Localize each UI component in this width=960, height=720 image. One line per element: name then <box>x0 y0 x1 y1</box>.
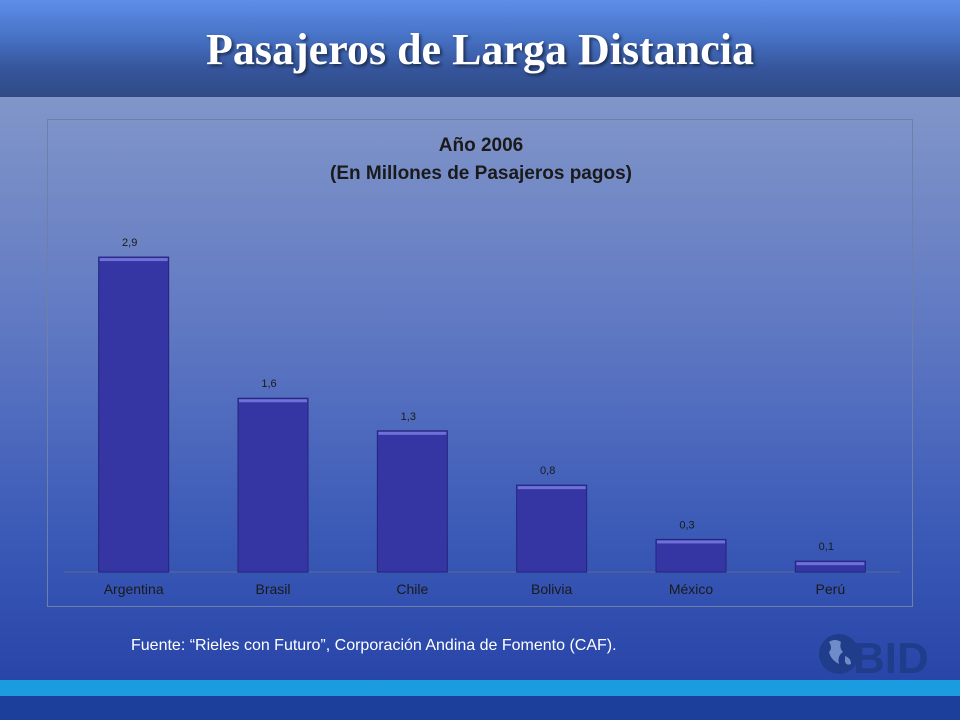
bar-chart: Año 2006 (En Millones de Pasajeros pagos… <box>64 135 900 597</box>
source-note: Fuente: “Rieles con Futuro”, Corporación… <box>131 637 617 654</box>
data-label: 1,3 <box>401 411 416 423</box>
category-label: Brasil <box>255 581 290 597</box>
data-label: 2,9 <box>122 237 137 249</box>
bar-group: 0,1 Perú <box>794 541 866 597</box>
bar-1 <box>98 256 170 573</box>
category-label: Chile <box>396 581 428 597</box>
bid-logo: BID <box>815 630 940 683</box>
bar-highlight <box>657 540 725 544</box>
footer-stripe-dark <box>0 696 960 720</box>
globe-icon <box>819 634 859 674</box>
bar-highlight <box>378 431 447 435</box>
data-label: 1,6 <box>261 378 276 390</box>
header-bar <box>0 0 960 97</box>
bar-group: 0,3 México <box>655 519 727 597</box>
bar-6 <box>794 560 866 573</box>
bar-2 <box>237 397 309 573</box>
bar-highlight <box>796 562 865 566</box>
bid-logo-text: BID <box>853 634 929 678</box>
data-label: 0,1 <box>819 541 834 553</box>
bar-group: 2,9 Argentina <box>98 237 170 597</box>
category-label: Argentina <box>104 581 164 597</box>
footer-stripe-light <box>0 680 960 696</box>
category-label: México <box>669 581 714 597</box>
bar-highlight <box>99 258 168 262</box>
chart-area: Año 2006 (En Millones de Pasajeros pagos… <box>47 119 913 607</box>
chart-subtitle: (En Millones de Pasajeros pagos) <box>330 163 632 184</box>
category-label: Bolivia <box>531 581 572 597</box>
data-label: 0,8 <box>540 465 555 477</box>
bar-5 <box>655 538 727 573</box>
bar-group: 0,8 Bolivia <box>516 465 588 597</box>
bar-highlight <box>517 486 586 490</box>
bar-highlight <box>239 399 307 403</box>
bar-group: 1,6 Brasil <box>237 378 309 597</box>
bar-group: 1,3 Chile <box>376 411 448 597</box>
bar-3 <box>376 430 448 573</box>
slide-title: Pasajeros de Larga Distancia <box>206 25 754 74</box>
category-label: Perú <box>816 581 846 597</box>
bar-4 <box>516 484 588 573</box>
data-label: 0,3 <box>679 519 694 531</box>
chart-title: Año 2006 <box>439 135 523 156</box>
